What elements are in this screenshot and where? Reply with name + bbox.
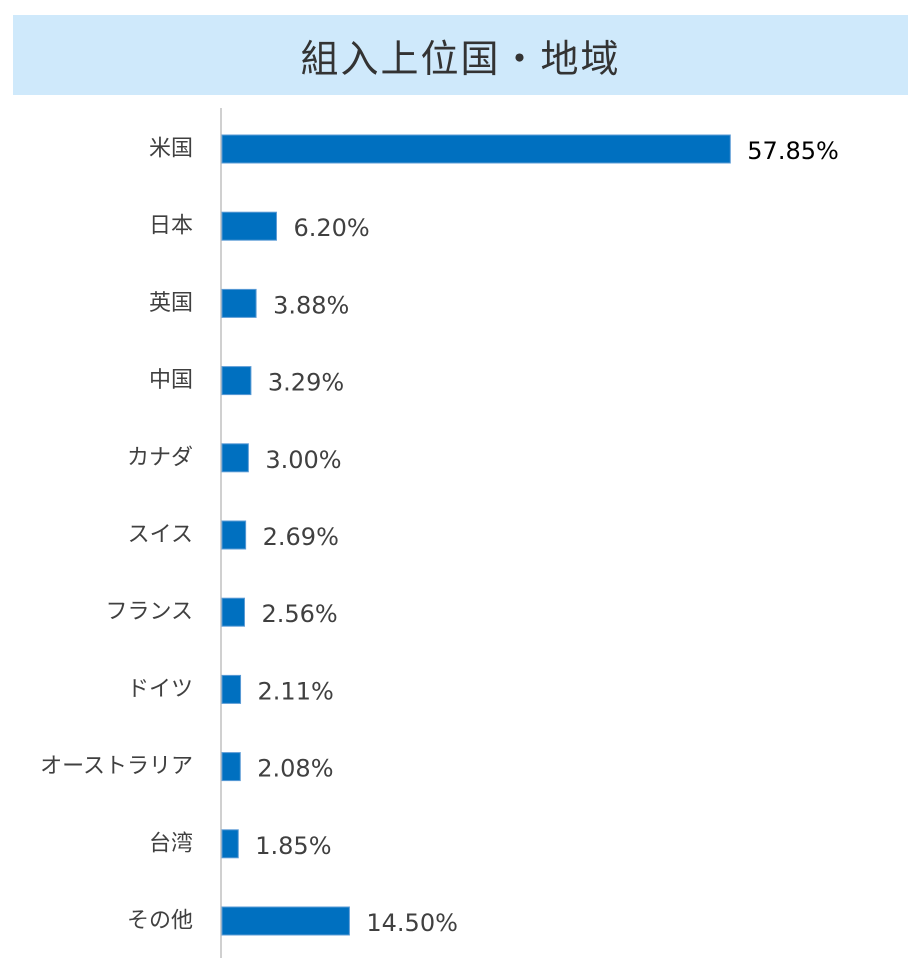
value-label: 14.50% bbox=[366, 909, 458, 937]
bars-group: 米国 57.85% 日本 6.20% 英国 3.88% 中国 3.29% カナダ 3.00% スイス… bbox=[40, 134, 839, 937]
bar bbox=[221, 443, 249, 473]
category-label: カナダ bbox=[127, 445, 193, 470]
bar bbox=[221, 674, 242, 704]
bar bbox=[221, 906, 350, 936]
bar bbox=[221, 211, 277, 241]
value-label: 2.08% bbox=[257, 755, 333, 783]
value-label: 1.85% bbox=[255, 832, 331, 860]
bar bbox=[221, 134, 731, 164]
value-label: 2.69% bbox=[263, 523, 339, 551]
value-label: 3.29% bbox=[268, 369, 344, 397]
category-label: 台湾 bbox=[149, 831, 193, 856]
category-label: その他 bbox=[127, 909, 193, 934]
value-label: 3.88% bbox=[273, 291, 349, 319]
bar bbox=[221, 597, 245, 627]
category-label: オーストラリア bbox=[40, 754, 193, 779]
value-label: 57.85% bbox=[747, 137, 839, 165]
category-label: 英国 bbox=[149, 291, 193, 316]
bar bbox=[221, 520, 247, 550]
bar bbox=[221, 288, 257, 318]
value-label: 2.11% bbox=[258, 677, 334, 705]
bar bbox=[221, 366, 252, 396]
category-label: 日本 bbox=[149, 214, 193, 239]
category-label: スイス bbox=[128, 523, 193, 548]
chart-title: 組入上位国・地域 bbox=[300, 36, 621, 81]
category-label: ドイツ bbox=[127, 677, 193, 702]
bar bbox=[221, 829, 239, 859]
value-label: 3.00% bbox=[265, 446, 341, 474]
value-label: 6.20% bbox=[293, 214, 369, 242]
title-banner: 組入上位国・地域 bbox=[13, 15, 908, 95]
bar bbox=[221, 752, 241, 782]
category-label: フランス bbox=[105, 600, 193, 625]
value-label: 2.56% bbox=[261, 600, 337, 628]
category-label: 米国 bbox=[149, 137, 193, 162]
category-label: 中国 bbox=[149, 368, 193, 393]
